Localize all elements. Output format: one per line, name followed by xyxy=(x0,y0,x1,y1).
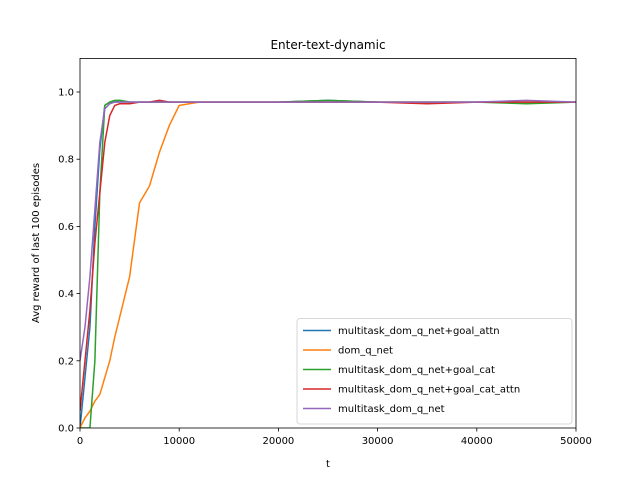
legend-label: multitask_dom_q_net+goal_attn xyxy=(338,326,500,337)
x-tick-label: 0 xyxy=(77,436,83,447)
x-tick-label: 30000 xyxy=(362,436,394,447)
series-line xyxy=(80,99,576,361)
x-tick-label: 40000 xyxy=(461,436,493,447)
y-tick-label: 0.0 xyxy=(58,424,74,435)
y-tick-label: 1.0 xyxy=(58,88,74,99)
y-axis-label: Avg reward of last 100 episodes xyxy=(31,163,42,323)
chart-title: Enter-text-dynamic xyxy=(270,38,385,52)
legend-label: dom_q_net xyxy=(338,346,393,357)
y-tick-label: 0.4 xyxy=(58,289,74,300)
x-tick-label: 20000 xyxy=(262,436,294,447)
legend-box xyxy=(296,318,573,425)
legend-label: multitask_dom_q_net+goal_cat xyxy=(338,365,495,376)
x-tick-label: 50000 xyxy=(560,436,592,447)
axes-frame xyxy=(79,58,577,429)
legend-label: multitask_dom_q_net+goal_cat_attn xyxy=(338,385,520,396)
legend-label: multitask_dom_q_net xyxy=(338,404,445,415)
y-tick-label: 0.2 xyxy=(58,356,74,367)
y-tick-label: 0.6 xyxy=(58,222,74,233)
y-tick-label: 0.8 xyxy=(58,155,74,166)
x-axis-label: t xyxy=(326,459,330,470)
x-tick-label: 10000 xyxy=(163,436,195,447)
